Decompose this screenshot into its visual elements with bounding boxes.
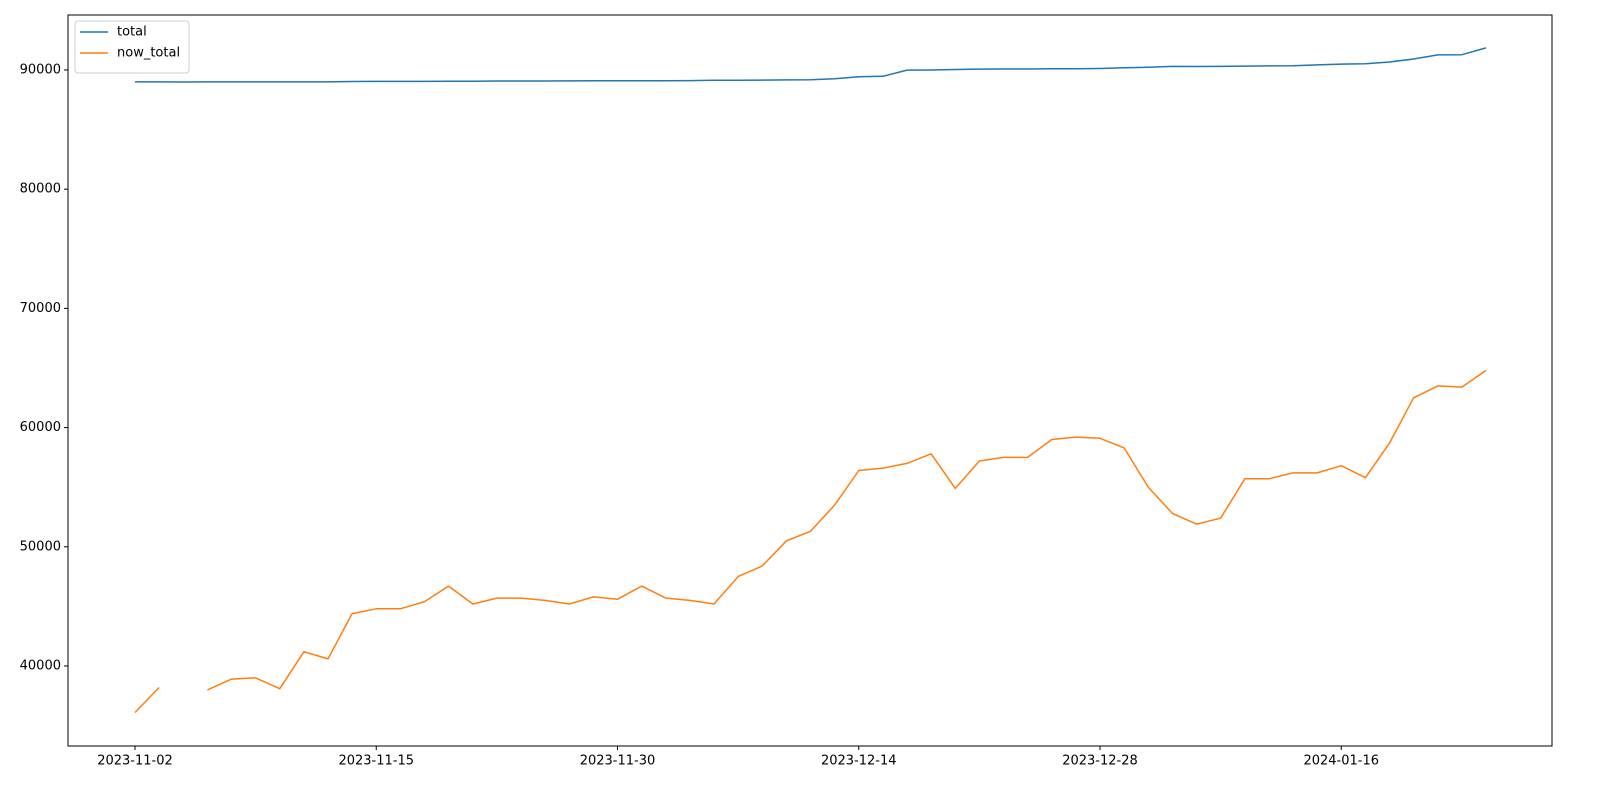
legend-box: [74, 20, 190, 74]
x-tick-label: 2023-12-28: [1062, 754, 1138, 769]
y-tick-label: 80000: [20, 182, 61, 197]
y-tick-label: 60000: [20, 420, 61, 435]
plot-frame: [67, 14, 1553, 747]
x-tick-label: 2023-12-14: [821, 754, 897, 769]
y-tick-label: 50000: [20, 539, 61, 554]
series-line: [135, 47, 1487, 83]
y-tick-label: 70000: [20, 301, 61, 316]
series-line: [134, 686, 160, 714]
x-tick-label: 2024-01-16: [1303, 754, 1379, 769]
series-line: [207, 369, 1487, 691]
legend-label: now_total: [117, 46, 180, 61]
legend-label: total: [117, 25, 147, 40]
y-tick-label: 90000: [20, 62, 61, 77]
x-tick-label: 2023-11-15: [338, 754, 414, 769]
x-tick-label: 2023-11-02: [97, 754, 173, 769]
x-tick-label: 2023-11-30: [580, 754, 656, 769]
y-tick-label: 40000: [20, 659, 61, 674]
